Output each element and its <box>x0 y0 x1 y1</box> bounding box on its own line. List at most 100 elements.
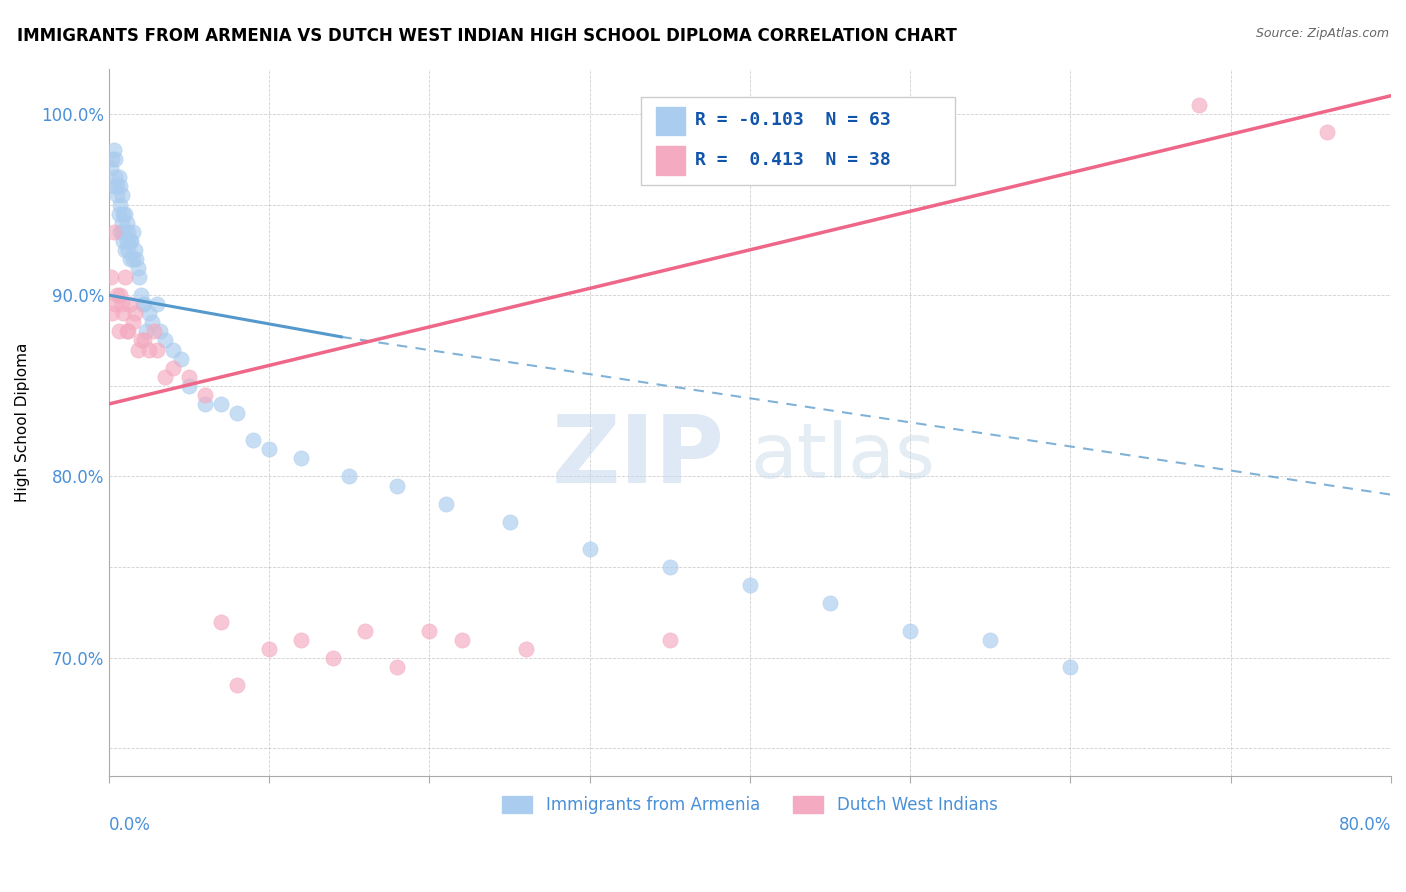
Point <box>100 161 122 176</box>
Point <box>354 624 377 638</box>
Point <box>257 442 280 457</box>
Point <box>146 297 169 311</box>
Point <box>115 325 138 339</box>
Point <box>177 369 200 384</box>
Point <box>112 306 135 320</box>
Point <box>124 243 146 257</box>
Point <box>142 325 165 339</box>
Point <box>108 288 131 302</box>
Point <box>117 325 139 339</box>
Point <box>127 343 149 357</box>
Point <box>322 650 344 665</box>
Point <box>108 225 131 239</box>
Point <box>100 270 122 285</box>
Point <box>122 225 145 239</box>
Point <box>658 560 681 574</box>
Point <box>103 179 125 194</box>
Point <box>104 170 127 185</box>
Point <box>1059 660 1081 674</box>
Point <box>515 641 537 656</box>
Point <box>104 297 127 311</box>
Point <box>128 270 150 285</box>
Point <box>194 388 217 402</box>
Text: Source: ZipAtlas.com: Source: ZipAtlas.com <box>1256 27 1389 40</box>
Point <box>118 252 141 266</box>
Point <box>118 234 141 248</box>
Point <box>103 143 125 157</box>
Point <box>170 351 193 366</box>
Point <box>111 225 134 239</box>
Point <box>114 243 136 257</box>
Point <box>149 325 172 339</box>
Point <box>120 234 142 248</box>
Text: 80.0%: 80.0% <box>1339 815 1391 833</box>
Point <box>578 541 600 556</box>
Point <box>818 596 841 610</box>
Point <box>209 615 232 629</box>
Point <box>290 632 312 647</box>
Point <box>127 260 149 275</box>
Point <box>153 369 176 384</box>
Point <box>131 297 153 311</box>
Point <box>658 632 681 647</box>
Point <box>129 334 152 348</box>
Point <box>209 397 232 411</box>
Point <box>434 497 457 511</box>
Point <box>107 325 129 339</box>
Point <box>112 234 135 248</box>
Text: R =  0.413  N = 38: R = 0.413 N = 38 <box>695 152 890 169</box>
Point <box>290 451 312 466</box>
Point <box>153 334 176 348</box>
Point <box>105 179 128 194</box>
Point <box>138 306 160 320</box>
Point <box>242 434 264 448</box>
Point <box>103 225 125 239</box>
Point <box>111 188 134 202</box>
Text: IMMIGRANTS FROM ARMENIA VS DUTCH WEST INDIAN HIGH SCHOOL DIPLOMA CORRELATION CHA: IMMIGRANTS FROM ARMENIA VS DUTCH WEST IN… <box>17 27 956 45</box>
Point <box>105 288 128 302</box>
Point <box>498 515 520 529</box>
Point <box>108 197 131 211</box>
Point <box>115 216 138 230</box>
Point <box>101 152 124 166</box>
Point <box>111 297 134 311</box>
Point <box>114 206 136 220</box>
Point <box>387 478 409 492</box>
Point <box>194 397 217 411</box>
Text: atlas: atlas <box>749 420 935 494</box>
Point <box>387 660 409 674</box>
Text: R = -0.103  N = 63: R = -0.103 N = 63 <box>695 111 890 128</box>
Point <box>162 343 184 357</box>
Point <box>107 170 129 185</box>
Point <box>118 297 141 311</box>
Point <box>1188 97 1211 112</box>
Point <box>114 225 136 239</box>
Text: ZIP: ZIP <box>551 411 724 503</box>
Point <box>129 288 152 302</box>
Bar <box>657 106 685 135</box>
Point <box>1316 125 1339 139</box>
Point <box>979 632 1001 647</box>
Text: 0.0%: 0.0% <box>110 815 150 833</box>
Bar <box>641 97 955 186</box>
Point <box>117 225 139 239</box>
Point <box>117 243 139 257</box>
Point <box>135 325 157 339</box>
Point <box>112 206 135 220</box>
Point <box>138 343 160 357</box>
Point <box>107 206 129 220</box>
Point <box>104 152 127 166</box>
Point <box>101 306 124 320</box>
Legend: Immigrants from Armenia, Dutch West Indians: Immigrants from Armenia, Dutch West Indi… <box>496 789 1004 821</box>
Point <box>738 578 761 592</box>
Point <box>122 252 145 266</box>
Point <box>122 315 145 329</box>
Y-axis label: High School Diploma: High School Diploma <box>15 343 30 502</box>
Point <box>177 379 200 393</box>
Point <box>105 188 128 202</box>
Point <box>134 334 156 348</box>
Point <box>111 216 134 230</box>
Point <box>226 678 249 692</box>
Point <box>257 641 280 656</box>
Point <box>898 624 921 638</box>
